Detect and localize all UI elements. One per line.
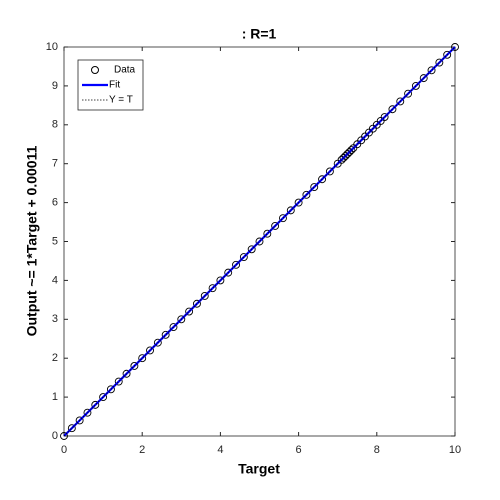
x-tick-label: 10 bbox=[449, 444, 461, 456]
data-point bbox=[404, 89, 413, 98]
data-point bbox=[318, 175, 327, 184]
data-point bbox=[263, 229, 272, 238]
data-point bbox=[169, 323, 178, 332]
data-point bbox=[208, 284, 217, 293]
identity-line bbox=[63, 46, 456, 437]
data-point bbox=[83, 408, 92, 417]
y-tick-label: 7 bbox=[52, 158, 58, 170]
data-point bbox=[310, 183, 319, 191]
data-point bbox=[75, 416, 84, 425]
data-point bbox=[435, 58, 444, 67]
y-tick-label: 0 bbox=[52, 430, 58, 442]
data-point bbox=[255, 237, 264, 246]
data-point bbox=[67, 424, 76, 433]
y-tick-label: 8 bbox=[52, 119, 58, 131]
data-point bbox=[91, 400, 100, 409]
data-point bbox=[380, 113, 389, 121]
legend-label: Fit bbox=[109, 80, 120, 91]
y-tick-label: 2 bbox=[52, 352, 58, 364]
data-point bbox=[106, 385, 115, 394]
legend-label: Data bbox=[114, 65, 136, 76]
data-point bbox=[411, 81, 420, 90]
y-tick-label: 10 bbox=[46, 41, 58, 53]
data-point bbox=[347, 146, 356, 155]
y-tick-label: 3 bbox=[52, 313, 58, 325]
x-tick-label: 8 bbox=[374, 444, 380, 456]
data-point bbox=[185, 307, 194, 316]
data-point bbox=[192, 299, 201, 308]
legend-label: Y = T bbox=[109, 95, 133, 106]
y-axis-label: Output ~= 1*Target + 0.00011 bbox=[24, 145, 40, 336]
data-point bbox=[388, 105, 397, 114]
data-point bbox=[161, 330, 170, 339]
chart-title: : R=1 bbox=[242, 26, 277, 42]
x-tick-label: 6 bbox=[296, 444, 302, 456]
data-point bbox=[177, 315, 186, 324]
x-axis-label: Target bbox=[238, 461, 280, 477]
data-point bbox=[153, 338, 162, 347]
data-point bbox=[443, 50, 452, 59]
data-point bbox=[279, 214, 287, 223]
data-point bbox=[286, 206, 295, 215]
data-point bbox=[114, 377, 123, 386]
data-point bbox=[232, 260, 240, 269]
data-point bbox=[419, 74, 428, 83]
legend-marker bbox=[91, 66, 99, 74]
data-point bbox=[130, 362, 139, 370]
x-tick-label: 2 bbox=[139, 444, 145, 456]
data-point bbox=[239, 253, 248, 262]
data-point bbox=[99, 393, 108, 402]
data-point bbox=[60, 432, 68, 440]
data-point bbox=[294, 198, 303, 207]
data-point bbox=[138, 354, 147, 363]
data-point bbox=[200, 292, 209, 300]
data-point bbox=[247, 245, 256, 254]
x-tick-label: 0 bbox=[61, 444, 67, 456]
data-point bbox=[224, 268, 233, 277]
data-point bbox=[146, 346, 154, 355]
data-point bbox=[325, 167, 334, 176]
legend: Data Fit Y = T bbox=[77, 59, 144, 111]
y-tick-label: 9 bbox=[52, 80, 58, 92]
data-point bbox=[451, 43, 459, 51]
x-tick-label: 4 bbox=[217, 444, 223, 456]
data-point bbox=[396, 97, 405, 106]
data-point bbox=[271, 221, 280, 230]
y-tick-label: 6 bbox=[52, 197, 58, 209]
data-point bbox=[427, 66, 436, 75]
data-point bbox=[302, 190, 311, 199]
data-point bbox=[122, 369, 131, 378]
data-point bbox=[216, 276, 225, 285]
y-tick-label: 1 bbox=[52, 391, 58, 403]
y-tick-label: 4 bbox=[52, 274, 58, 286]
y-tick-label: 5 bbox=[52, 235, 58, 247]
